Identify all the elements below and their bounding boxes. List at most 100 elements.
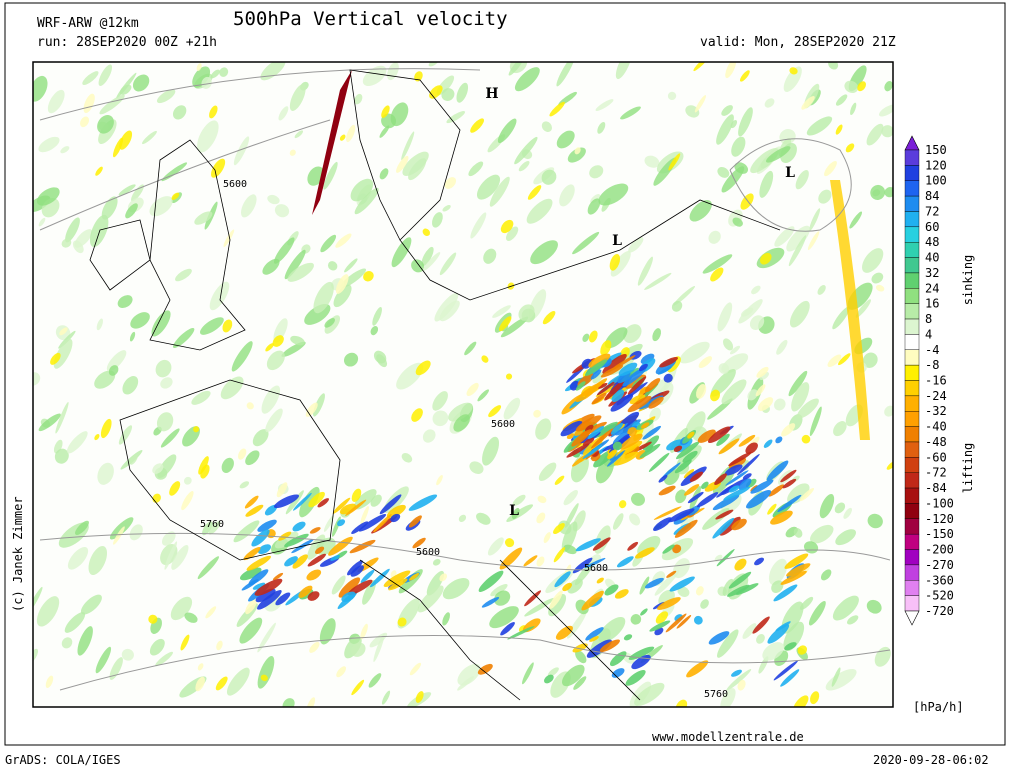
geopotential-contour <box>729 138 852 232</box>
geopotential-contour <box>39 532 891 571</box>
field-speckle <box>522 662 534 685</box>
field-speckle <box>640 353 655 365</box>
field-speckle <box>470 212 487 239</box>
field-speckle <box>313 393 325 417</box>
field-speckle <box>171 545 189 570</box>
field-speckle <box>572 643 588 653</box>
field-speckle <box>101 196 118 220</box>
field-speckle <box>284 249 306 280</box>
field-speckle <box>675 489 687 504</box>
field-speckle <box>648 396 664 409</box>
pressure-center: L <box>785 165 795 181</box>
field-speckle <box>191 390 211 405</box>
model-label: WRF-ARW @12km <box>37 16 139 31</box>
field-speckle <box>446 111 466 124</box>
field-speckle <box>360 623 368 640</box>
country-border <box>149 139 246 351</box>
field-speckle <box>640 608 648 616</box>
field-speckle <box>278 531 292 541</box>
field-speckle <box>627 376 647 395</box>
field-speckle <box>265 343 274 352</box>
colorbar-swatch <box>904 349 920 366</box>
field-speckle <box>257 544 271 555</box>
field-speckle <box>723 338 734 351</box>
field-speckle <box>549 590 563 609</box>
field-speckle <box>771 580 784 593</box>
field-speckle <box>556 62 575 87</box>
field-speckle <box>759 252 772 265</box>
field-speckle <box>156 89 176 104</box>
field-speckle <box>610 394 634 412</box>
field-speckle <box>809 406 822 437</box>
field-speckle <box>596 381 615 396</box>
field-speckle <box>457 676 474 691</box>
field-speckle <box>323 515 334 532</box>
field-speckle <box>95 646 112 674</box>
field-speckle <box>360 506 369 525</box>
field-speckle <box>567 147 586 163</box>
field-speckle <box>671 300 683 312</box>
field-speckle <box>130 454 138 465</box>
field-speckle <box>257 519 277 532</box>
field-speckle <box>60 146 70 154</box>
field-speckle <box>677 586 690 597</box>
field-speckle <box>77 626 93 656</box>
field-speckle <box>284 533 309 548</box>
field-speckle <box>401 131 415 161</box>
field-speckle <box>151 310 171 337</box>
field-speckle <box>439 252 457 276</box>
field-speckle <box>884 80 893 92</box>
field-speckle <box>199 317 224 335</box>
field-speckle <box>98 64 113 86</box>
field-speckle <box>665 613 687 633</box>
field-speckle <box>274 204 290 218</box>
field-speckle <box>409 662 422 676</box>
field-speckle <box>391 237 412 268</box>
field-speckle <box>273 237 295 264</box>
field-speckle <box>292 521 306 532</box>
field-speckle <box>560 420 583 437</box>
field-speckle <box>260 62 286 81</box>
field-speckle <box>810 691 820 705</box>
field-speckle <box>850 102 857 115</box>
field-speckle <box>679 341 710 364</box>
field-speckle <box>553 547 566 563</box>
field-speckle <box>339 503 357 515</box>
field-speckle <box>45 675 54 689</box>
colorbar-swatch <box>904 288 920 304</box>
field-speckle <box>422 429 436 443</box>
field-speckle <box>370 568 390 588</box>
field-speckle <box>789 67 798 75</box>
field-speckle <box>481 355 489 363</box>
credit: (c) Janek Zimmer <box>11 496 25 612</box>
field-speckle <box>512 494 526 506</box>
field-speckle <box>320 234 337 253</box>
field-speckle <box>590 428 614 449</box>
field-speckle <box>308 491 325 508</box>
field-speckle <box>740 193 754 210</box>
field-speckle <box>469 461 484 475</box>
field-speckle <box>527 185 542 200</box>
field-speckle <box>157 454 177 478</box>
field-speckle <box>202 521 213 536</box>
field-speckle <box>251 529 270 547</box>
colorbar-swatch <box>904 426 920 443</box>
colorbar-swatch <box>904 580 920 596</box>
field-speckle <box>615 62 632 80</box>
field-speckle <box>824 160 837 177</box>
page-frame <box>4 2 1006 746</box>
field-speckle <box>758 656 769 674</box>
field-speckle <box>119 130 133 150</box>
map-frame <box>32 61 894 708</box>
field-speckle <box>878 104 893 117</box>
field-speckle <box>118 425 133 445</box>
field-speckle <box>639 576 650 595</box>
field-speckle <box>759 170 774 198</box>
field-speckle <box>238 448 247 460</box>
field-speckle <box>507 626 535 640</box>
colorbar-label: -150 <box>925 527 954 541</box>
field-speckle <box>728 451 752 467</box>
field-speckle <box>627 395 652 413</box>
field-speckle <box>272 572 284 581</box>
field-speckle <box>36 596 60 627</box>
